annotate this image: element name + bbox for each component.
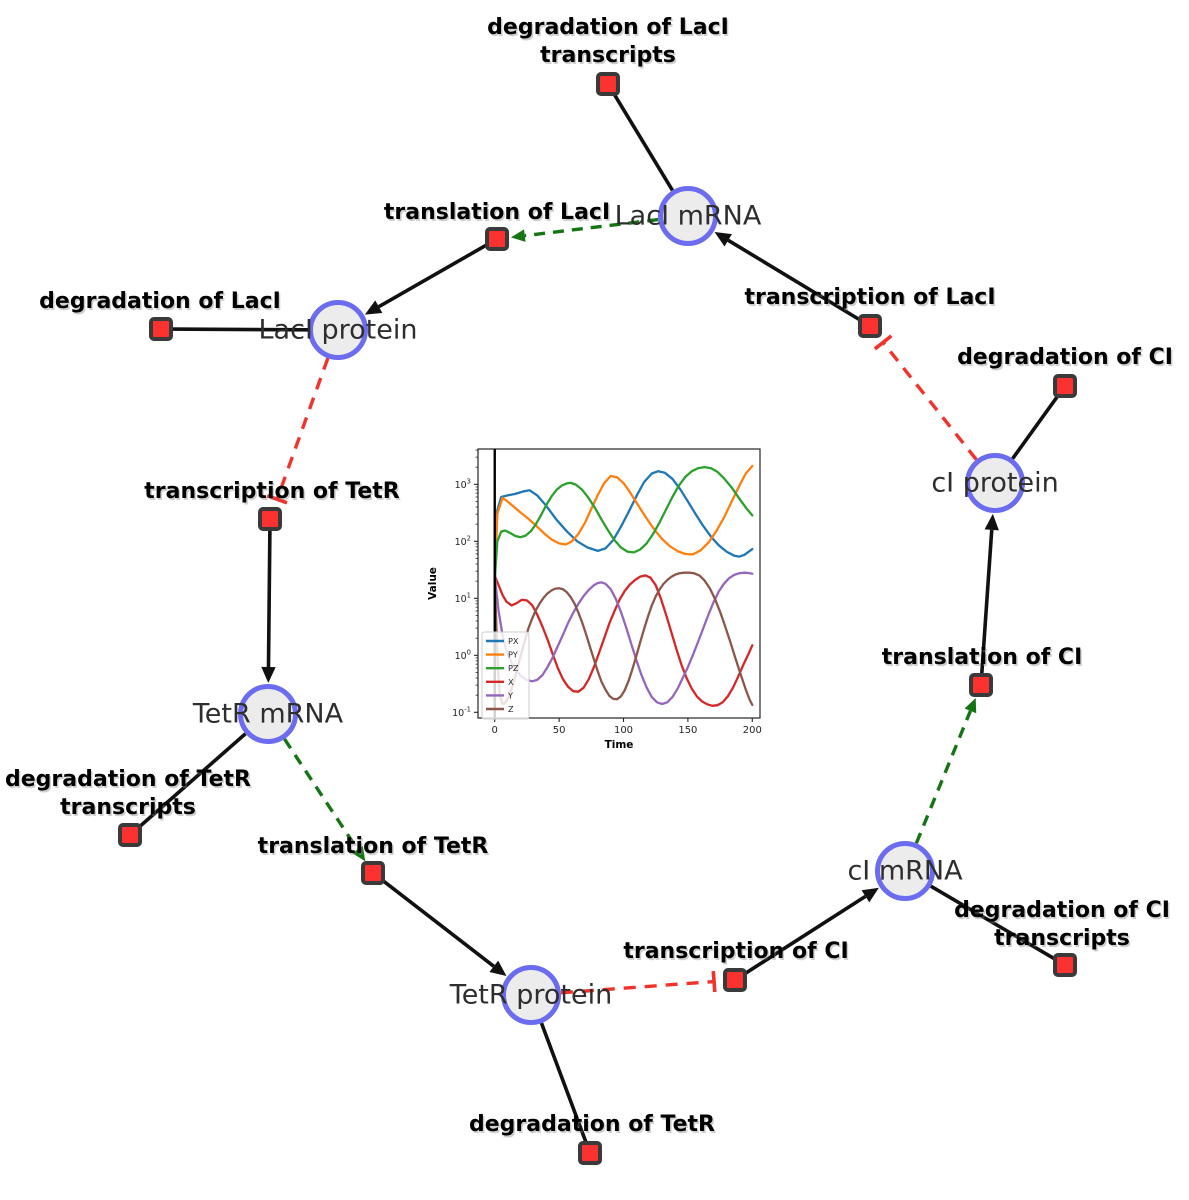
species-node-laci_protein	[308, 300, 368, 360]
reaction-label-tl_tetr: translation of TetR	[257, 834, 489, 859]
reaction-node-deg_laci	[149, 317, 173, 341]
reaction-node-deg_ci	[1053, 374, 1077, 398]
species-label-ci_mrna: cI mRNA	[847, 855, 963, 887]
svg-text:150: 150	[678, 725, 697, 736]
reaction-node-deg_ci_tx	[1053, 953, 1077, 977]
svg-text:102: 102	[455, 534, 471, 548]
svg-text:Z: Z	[508, 704, 514, 714]
svg-text:50: 50	[553, 725, 566, 736]
species-label-laci_protein: LacI protein	[258, 314, 418, 346]
species-label-ci_protein: cI protein	[931, 467, 1059, 499]
species-node-ci_protein	[965, 453, 1025, 513]
species-node-tetr_protein	[501, 965, 561, 1025]
reaction-label-tr_ci: transcription of CI	[623, 939, 849, 964]
svg-text:PX: PX	[508, 636, 519, 646]
svg-text:Y: Y	[507, 690, 514, 700]
reaction-label-tr_laci: transcription of LacI	[744, 285, 996, 310]
reaction-node-tl_ci	[969, 673, 993, 697]
svg-text:10-1: 10-1	[452, 705, 471, 719]
svg-text:Time: Time	[605, 739, 634, 751]
species-node-tetr_mrna	[238, 684, 298, 744]
simulation-inset-plot: 10-1 100 101 102 103 0 50 100 150 200 PX PY PZ X Y Z Tim…	[425, 437, 770, 762]
reaction-node-tr_ci	[723, 968, 747, 992]
svg-text:PY: PY	[508, 650, 519, 660]
species-label-tetr_protein: TetR protein	[449, 979, 613, 1011]
svg-text:Value: Value	[427, 567, 439, 600]
species-node-ci_mrna	[875, 841, 935, 901]
svg-text:200: 200	[743, 725, 762, 736]
reaction-label-deg_tetr: degradation of TetR	[468, 1112, 716, 1137]
reaction-node-tr_laci	[858, 314, 882, 338]
species-node-laci_mrna	[658, 186, 718, 246]
reaction-label-deg_tetr_tx: degradation of TetR transcripts	[4, 767, 252, 820]
svg-text:101: 101	[455, 591, 471, 605]
reaction-label-deg_ci: degradation of CI	[957, 345, 1173, 370]
timecourse-chart: 10-1 100 101 102 103 0 50 100 150 200 PX PY PZ XYZ Tim…	[427, 448, 762, 751]
reaction-node-deg_tetr	[578, 1141, 602, 1165]
reaction-node-tr_tetr	[258, 507, 282, 531]
svg-text:100: 100	[614, 725, 633, 736]
species-label-laci_mrna: LacI mRNA	[614, 200, 762, 232]
reaction-node-tl_tetr	[361, 861, 385, 885]
reaction-label-deg_laci: degradation of LacI	[39, 289, 281, 314]
svg-text:103: 103	[455, 477, 471, 491]
reaction-node-tl_laci	[485, 227, 509, 251]
reaction-label-tr_tetr: transcription of TetR	[144, 479, 400, 504]
reaction-label-deg_laci_tx: degradation of LacI transcripts	[487, 15, 729, 68]
reaction-label-tl_laci: translation of LacI	[383, 200, 611, 225]
reaction-node-deg_tetr_tx	[118, 823, 142, 847]
svg-text:PZ: PZ	[508, 663, 519, 673]
species-label-tetr_mrna: TetR mRNA	[192, 698, 344, 730]
svg-text:X: X	[508, 677, 514, 687]
reaction-label-tl_ci: translation of CI	[881, 645, 1083, 670]
reaction-node-deg_laci_tx	[596, 72, 620, 96]
svg-text:100: 100	[455, 648, 471, 662]
svg-text:0: 0	[492, 725, 498, 736]
reaction-label-deg_ci_tx: degradation of CI transcripts	[954, 898, 1170, 951]
